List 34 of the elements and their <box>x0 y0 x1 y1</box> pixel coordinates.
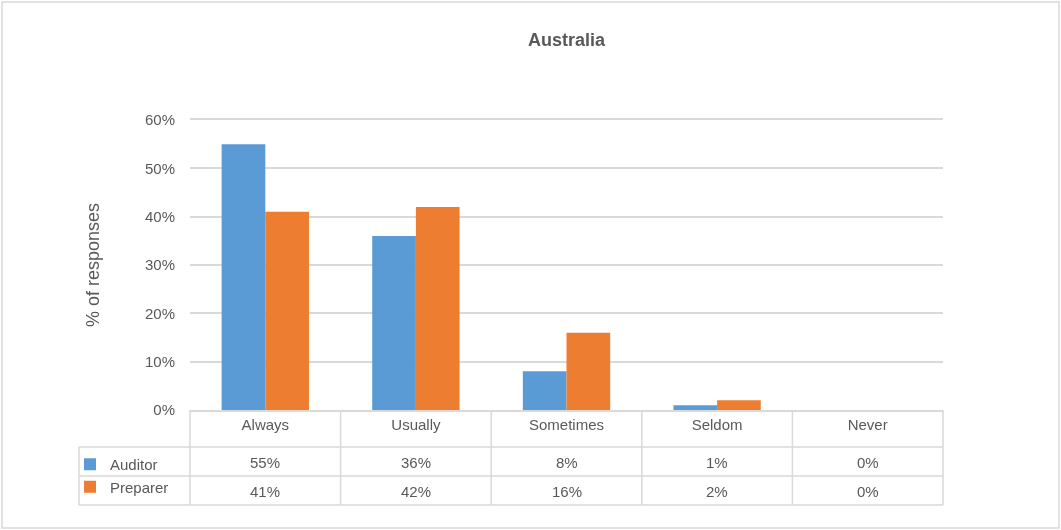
x-tick-label: Sometimes <box>528 415 605 433</box>
data-label: 42% <box>401 483 432 500</box>
y-tick-label: 20% <box>144 304 175 322</box>
bar <box>221 144 266 410</box>
data-label: 55% <box>250 454 281 471</box>
bar <box>522 371 567 410</box>
bar <box>372 236 416 410</box>
legend-label: Preparer <box>110 478 169 496</box>
data-label: 2% <box>706 483 728 500</box>
data-label: 36% <box>401 454 432 471</box>
x-tick-label: Usually <box>391 415 441 433</box>
x-tick-label: Never <box>847 415 888 433</box>
x-tick-label: Always <box>241 415 290 433</box>
y-tick-label: 30% <box>144 256 175 274</box>
data-label: 0% <box>857 483 879 500</box>
x-tick-label: Seldom <box>691 415 743 433</box>
data-label: 16% <box>552 483 583 500</box>
y-tick-label: 40% <box>144 207 175 225</box>
y-tick-label: 0% <box>153 401 175 419</box>
y-tick-label: 60% <box>144 111 175 129</box>
bar <box>566 332 611 410</box>
y-axis-title: % of responses <box>83 202 104 328</box>
bar <box>415 207 460 410</box>
bar <box>673 405 718 410</box>
y-tick-label: 50% <box>144 159 175 177</box>
data-label: 41% <box>250 483 281 500</box>
data-label: 0% <box>857 454 879 471</box>
legend-label: Auditor <box>110 456 158 474</box>
data-label: 1% <box>706 454 728 471</box>
bar <box>717 400 761 410</box>
y-tick-label: 10% <box>144 352 175 370</box>
chart-title: Australia <box>527 30 606 51</box>
data-label: 8% <box>556 454 578 471</box>
bar <box>265 211 309 410</box>
